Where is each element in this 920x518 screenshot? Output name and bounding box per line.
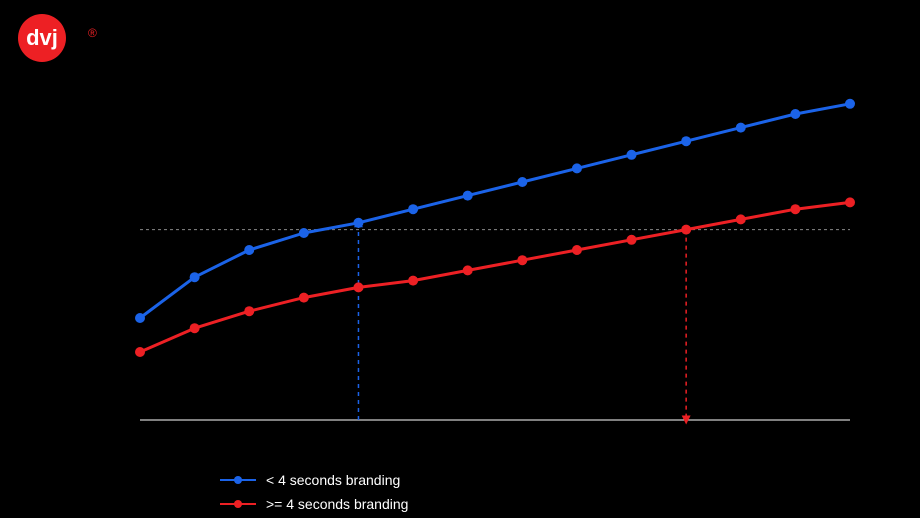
legend-swatch [220, 479, 256, 481]
chart-svg [120, 70, 860, 430]
brand-logo: dvj ® [18, 14, 66, 62]
trademark-icon: ® [88, 26, 97, 40]
legend-dot-icon [234, 500, 242, 508]
legend: < 4 seconds branding >= 4 seconds brandi… [220, 470, 408, 518]
line-chart [120, 70, 860, 430]
legend-swatch [220, 503, 256, 505]
legend-label: < 4 seconds branding [266, 472, 400, 488]
legend-item: < 4 seconds branding [220, 470, 408, 490]
legend-item: >= 4 seconds branding [220, 494, 408, 514]
legend-dot-icon [234, 476, 242, 484]
legend-label: >= 4 seconds branding [266, 496, 408, 512]
logo-circle: dvj [18, 14, 66, 62]
